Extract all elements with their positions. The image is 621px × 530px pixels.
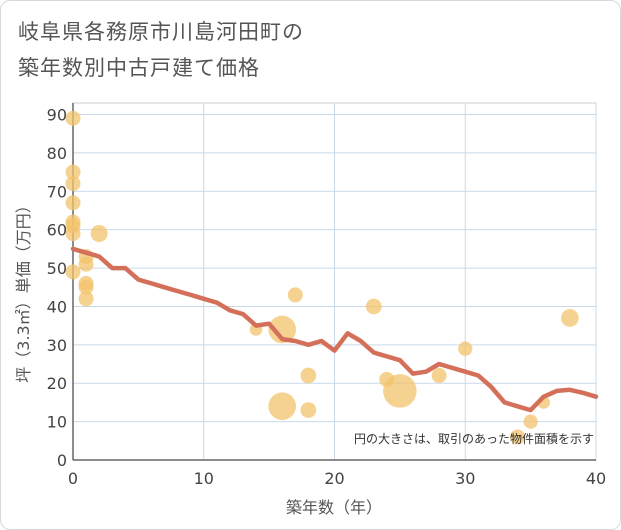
data-bubble bbox=[78, 279, 94, 295]
data-bubble bbox=[65, 176, 81, 192]
title-line-2: 築年数別中古戸建て価格 bbox=[18, 56, 260, 80]
y-tick-label: 70 bbox=[47, 182, 67, 201]
x-tick-label: 20 bbox=[324, 469, 344, 488]
data-bubble bbox=[383, 374, 417, 408]
data-bubble bbox=[90, 224, 108, 243]
data-bubble bbox=[65, 164, 81, 180]
data-bubble bbox=[365, 298, 382, 315]
data-bubble bbox=[523, 414, 538, 429]
y-tick-label: 10 bbox=[47, 413, 67, 432]
data-bubble bbox=[65, 110, 81, 126]
y-tick-label: 50 bbox=[47, 259, 67, 278]
data-bubbles bbox=[65, 110, 579, 445]
trend-line bbox=[70, 246, 599, 413]
x-axis-ticks: 0 10 20 30 40 bbox=[68, 469, 606, 488]
y-tick-label: 80 bbox=[47, 144, 67, 163]
data-bubble bbox=[78, 291, 94, 307]
x-tick-label: 30 bbox=[455, 469, 475, 488]
data-bubble bbox=[431, 368, 447, 384]
x-tick-label: 40 bbox=[586, 469, 606, 488]
bubble-size-note: 円の大きさは、取引のあった物件面積を示す bbox=[354, 431, 594, 446]
data-bubble bbox=[300, 402, 317, 418]
data-bubble bbox=[287, 287, 303, 303]
data-bubble bbox=[300, 367, 317, 384]
y-tick-label: 20 bbox=[47, 374, 67, 393]
x-tick-label: 0 bbox=[68, 469, 78, 488]
y-tick-label: 60 bbox=[47, 221, 67, 240]
data-bubble bbox=[65, 226, 81, 242]
data-bubble bbox=[65, 264, 81, 280]
y-axis-label: 坪（3.3㎡）単価（万円） bbox=[14, 197, 33, 382]
data-bubble bbox=[65, 195, 81, 211]
chart-title: 岐阜県各務原市川島河田町の 築年数別中古戸建て価格 bbox=[18, 14, 304, 86]
grid-lines bbox=[72, 103, 597, 461]
x-axis-label: 築年数（年） bbox=[286, 498, 382, 517]
trend-line-group bbox=[70, 246, 599, 413]
y-tick-label: 0 bbox=[57, 451, 67, 470]
y-axis-ticks: 0 10 20 30 40 50 60 70 80 90 bbox=[47, 106, 67, 470]
title-line-1: 岐阜県各務原市川島河田町の bbox=[18, 20, 304, 44]
data-bubble bbox=[78, 256, 94, 272]
data-bubble bbox=[268, 392, 297, 421]
y-tick-label: 90 bbox=[47, 106, 67, 125]
data-bubble bbox=[510, 429, 526, 445]
data-bubble bbox=[560, 309, 579, 327]
x-tick-label: 10 bbox=[194, 469, 214, 488]
data-bubble bbox=[458, 341, 473, 356]
data-bubble bbox=[268, 315, 297, 344]
y-tick-label: 40 bbox=[47, 297, 67, 316]
y-tick-label: 30 bbox=[47, 336, 67, 355]
